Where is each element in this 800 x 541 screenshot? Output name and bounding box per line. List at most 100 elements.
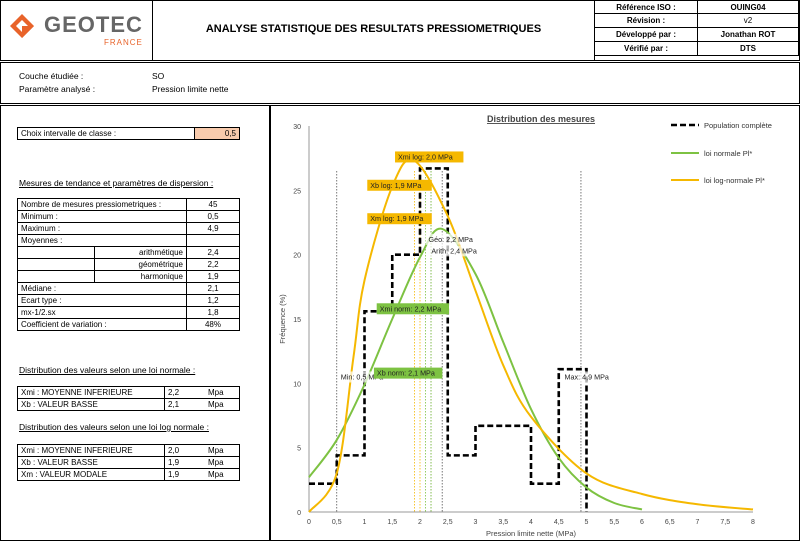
dispersion-table: Nombre de mesures pressiometriques :45 M… [17, 198, 240, 331]
marker-label-box [395, 151, 464, 163]
table-row: arithmétique 2,4 [17, 246, 240, 259]
layer-label: Couche étudiée : [19, 71, 84, 81]
meta-value: Jonathan ROT [697, 27, 799, 42]
meta-label: Développé par : [594, 27, 698, 42]
normal-title: Distribution des valeurs selon une loi n… [19, 365, 196, 375]
marker-label-box [373, 367, 443, 379]
marker-label-box [367, 213, 432, 225]
table-row: mx-1/2.sx 1,8 [17, 306, 240, 319]
chart-title: Distribution des mesures [487, 114, 595, 124]
lognormal-title: Distribution des valeurs selon une loi l… [19, 422, 209, 432]
y-tick-label: 30 [293, 124, 301, 131]
marker-label: Max: 4,9 MPa [565, 372, 609, 381]
meta-value: DTS [697, 41, 799, 56]
x-tick-label: 1 [363, 519, 367, 526]
x-tick-label: 0,5 [332, 519, 342, 526]
x-tick-label: 6 [640, 519, 644, 526]
lognormal-table: Xmi : MOYENNE INFERIEURE 2,0 Mpa Xb : VA… [17, 444, 240, 481]
logo-mark-icon [10, 14, 34, 38]
series-lognormal-curve [308, 158, 754, 513]
meta-label: Vérifié par : [594, 41, 698, 56]
x-tick-label: 5 [585, 519, 589, 526]
marker-label: Xm log: 1,9 MPa [370, 214, 423, 223]
y-tick-label: 20 [293, 253, 301, 260]
x-tick-label: 4 [529, 519, 533, 526]
company-logo: GEOTEC FRANCE [8, 8, 148, 48]
legend-label: loi log-normale Pl* [704, 176, 765, 185]
marker-label-box [428, 245, 489, 257]
x-tick-label: 4,5 [554, 519, 564, 526]
marker-label: Arith: 2,4 MPa [431, 246, 477, 255]
meta-table: Référence ISO : OUING04 Révision : v2 Dé… [594, 0, 799, 56]
table-row: Coefficient de variation :48% [17, 318, 240, 331]
logo-brand: GEOTEC [44, 12, 143, 37]
table-row: Moyennes : [17, 234, 240, 247]
marker-label-box [561, 371, 615, 383]
x-tick-label: 2 [418, 519, 422, 526]
marker-label: Min: 0,5 MPa [341, 372, 383, 381]
x-tick-label: 1,5 [387, 519, 397, 526]
marker-label-box [376, 303, 450, 315]
x-tick-label: 0 [307, 519, 311, 526]
meta-row: Développé par : Jonathan ROT [594, 27, 799, 42]
x-tick-label: 8 [751, 519, 755, 526]
header-divider-left [152, 0, 153, 60]
marker-label: Xb norm: 2,1 MPa [377, 369, 435, 378]
table-row: harmonique 1,9 [17, 270, 240, 283]
x-tick-label: 3 [474, 519, 478, 526]
page-title: ANALYSE STATISTIQUE DES RESULTATS PRESSI… [205, 23, 542, 35]
table-row: géométrique 2,2 [17, 258, 240, 271]
legend-label: loi normale Pl* [704, 149, 752, 158]
meta-row: Référence ISO : OUING04 [594, 0, 799, 14]
marker-label-box [337, 371, 391, 383]
table-row: Xb : VALEUR BASSE 1,9 Mpa [17, 456, 240, 469]
x-axis-label: Pression limite nette (MPa) [486, 529, 577, 538]
table-row: Xmi : MOYENNE INFERIEURE 2,2 Mpa [17, 386, 240, 399]
marker-label: Xb log: 1,9 MPa [370, 181, 421, 190]
param-value: Pression limite nette [152, 84, 229, 94]
context-frame [0, 62, 800, 104]
y-tick-label: 10 [293, 381, 301, 388]
table-row: Ecart type :1,2 [17, 294, 240, 307]
series-population-line [309, 167, 588, 512]
y-tick-label: 5 [297, 446, 301, 453]
logo-country: FRANCE [104, 38, 143, 47]
class-interval-input[interactable]: 0,5 [194, 127, 240, 140]
normal-table: Xmi : MOYENNE INFERIEURE 2,2 Mpa Xb : VA… [17, 386, 240, 411]
param-label: Paramètre analysé : [19, 84, 96, 94]
series-normal-curve [308, 227, 643, 511]
table-row: Xmi : MOYENNE INFERIEURE 2,0 Mpa [17, 444, 240, 457]
table-row: Nombre de mesures pressiometriques :45 [17, 198, 240, 211]
meta-row: Révision : v2 [594, 13, 799, 28]
y-tick-label: 25 [293, 188, 301, 195]
dispersion-title: Mesures de tendance et paramètres de dis… [19, 178, 214, 188]
marker-label: Géo: 2,2 MPa [429, 235, 473, 244]
marker-label: Xmi norm: 2,2 MPa [380, 304, 442, 313]
y-axis-label: Fréquence (%) [278, 294, 287, 344]
meta-row: Vérifié par : DTS [594, 41, 799, 56]
x-tick-label: 7,5 [720, 519, 730, 526]
marker-label-box [367, 179, 432, 191]
table-row: Xb : VALEUR BASSE 2,1 Mpa [17, 398, 240, 411]
table-row: Minimum :0,5 [17, 210, 240, 223]
x-tick-label: 6,5 [665, 519, 675, 526]
x-tick-label: 2,5 [443, 519, 453, 526]
x-tick-label: 5,5 [609, 519, 619, 526]
meta-value: OUING04 [697, 0, 799, 14]
marker-label: Xmi log: 2,0 MPa [398, 152, 453, 161]
table-row: Xm : VALEUR MODALE 1,9 Mpa [17, 468, 240, 481]
y-tick-label: 0 [297, 510, 301, 517]
class-interval-label: Choix intervalle de classe : [17, 127, 195, 140]
x-tick-label: 7 [696, 519, 700, 526]
legend-label: Population complète [704, 121, 772, 130]
table-row: Maximum :4,9 [17, 222, 240, 235]
class-interval-table: Choix intervalle de classe : 0,5 [17, 127, 240, 140]
meta-label: Référence ISO : [594, 0, 698, 14]
marker-label-box [425, 233, 479, 245]
layer-value: SO [152, 71, 165, 81]
x-tick-label: 3,5 [498, 519, 508, 526]
table-row: Médiane :2,1 [17, 282, 240, 295]
y-tick-label: 15 [293, 317, 301, 324]
meta-value: v2 [697, 13, 799, 28]
